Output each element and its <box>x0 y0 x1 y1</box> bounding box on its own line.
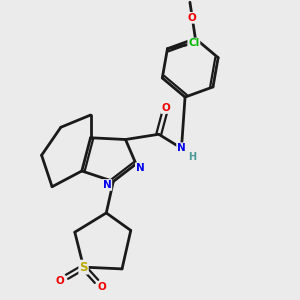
Text: O: O <box>56 276 65 286</box>
Text: S: S <box>79 261 88 274</box>
Text: Cl: Cl <box>188 38 200 48</box>
Text: N: N <box>136 163 145 173</box>
Text: O: O <box>188 13 197 23</box>
Text: O: O <box>161 103 170 113</box>
Text: O: O <box>97 282 106 292</box>
Text: N: N <box>103 180 111 190</box>
Text: N: N <box>177 143 186 153</box>
Text: H: H <box>188 152 196 162</box>
